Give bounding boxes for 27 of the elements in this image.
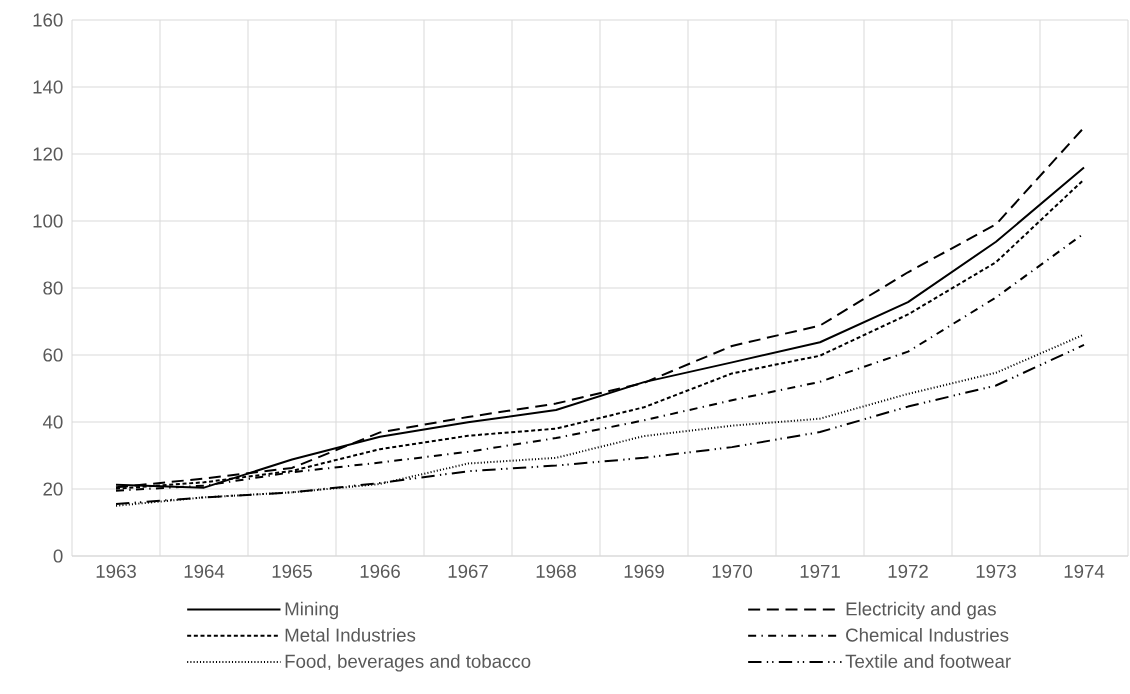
- legend-label: Mining: [285, 601, 338, 620]
- x-tick-label: 1966: [360, 564, 400, 578]
- x-tick-label: 1967: [448, 564, 488, 578]
- legend-label: Chemical Industries: [846, 627, 1009, 642]
- y-tick-label: 20: [43, 482, 63, 496]
- y-tick-label: 0: [53, 549, 63, 563]
- legend-label: Metal Industries: [285, 627, 416, 642]
- x-tick-label: 1964: [184, 564, 225, 578]
- y-tick-label: 40: [42, 415, 63, 429]
- x-tick-label: 1963: [96, 564, 136, 578]
- x-tick-label: 1971: [800, 564, 840, 578]
- x-tick-label: 1972: [888, 564, 928, 578]
- legend-label: Food, beverages and tobacco: [285, 654, 531, 672]
- x-tick-label: 1970: [712, 564, 753, 578]
- y-tick-label: 140: [33, 80, 63, 94]
- x-tick-label: 1974: [1064, 564, 1105, 578]
- x-tick-label: 1965: [272, 564, 312, 578]
- y-tick-label: 160: [33, 13, 63, 27]
- y-tick-label: 80: [43, 281, 63, 295]
- x-tick-label: 1973: [976, 564, 1016, 578]
- y-tick-label: 60: [43, 348, 63, 362]
- y-tick-label: 120: [33, 147, 63, 161]
- legend-label: Electricity and gas: [846, 601, 996, 620]
- legend-label: Textile and footwear: [845, 654, 1011, 668]
- y-tick-label: 100: [33, 214, 63, 228]
- x-tick-label: 1969: [624, 564, 664, 578]
- x-tick-label: 1968: [536, 564, 576, 578]
